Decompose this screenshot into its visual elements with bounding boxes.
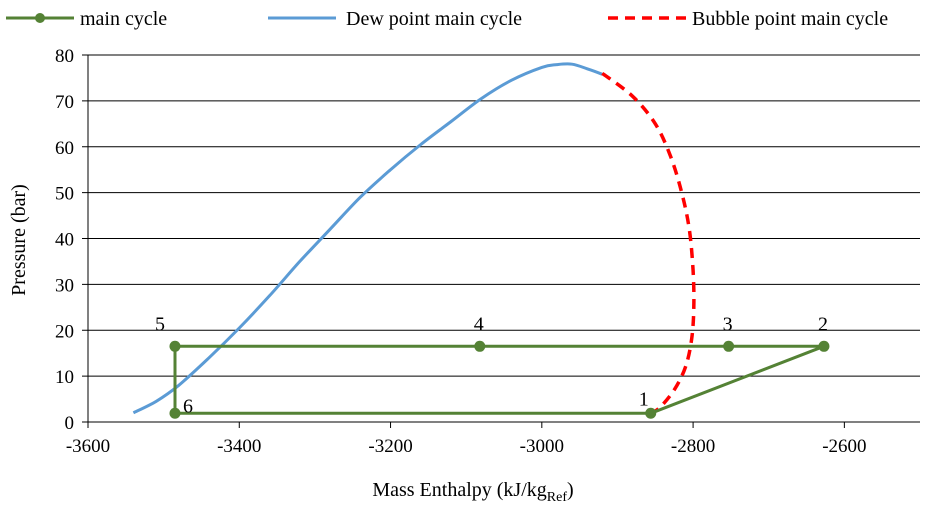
tick-labels: 0 10 20 30 40 50 60 70 80 -3600 -3400 -3200 -3000 -28… xyxy=(55,46,867,457)
y-tick-label: 80 xyxy=(55,46,74,67)
series-line-2 xyxy=(601,71,696,417)
point-label-1: 1 xyxy=(639,388,649,410)
x-tick-label: -3400 xyxy=(217,436,261,457)
legend-label-bubble-point: Bubble point main cycle xyxy=(692,8,888,30)
x-tick-label: -3200 xyxy=(368,436,412,457)
point-label-5: 5 xyxy=(155,313,165,335)
series-line-1 xyxy=(132,62,603,415)
x-tick-label: -2800 xyxy=(671,436,715,457)
legend-item-main-cycle: main cycle xyxy=(6,8,167,30)
legend: main cycle Dew point main cycle Bubble p… xyxy=(6,8,888,30)
x-tick-label: -3000 xyxy=(520,436,564,457)
legend-marker-main-cycle xyxy=(35,13,45,23)
x-axis-title-subscript: Ref xyxy=(547,490,568,505)
point-label-3: 3 xyxy=(723,313,733,335)
point-labels: 1 2 3 4 5 6 xyxy=(155,313,828,417)
y-tick-label: 40 xyxy=(55,230,74,251)
x-tick-label: -2600 xyxy=(822,436,866,457)
legend-item-dew-point: Dew point main cycle xyxy=(268,8,522,30)
data-point-marker xyxy=(723,340,735,352)
data-point-marker xyxy=(474,340,486,352)
grid-lines xyxy=(88,54,920,377)
y-tick-label: 70 xyxy=(55,92,74,113)
y-tick-label: 20 xyxy=(55,321,74,342)
data-point-marker xyxy=(169,407,181,419)
legend-label-dew-point: Dew point main cycle xyxy=(346,8,522,30)
point-label-6: 6 xyxy=(183,395,193,417)
x-tick-label: -3600 xyxy=(66,436,110,457)
y-tick-label: 0 xyxy=(65,413,75,434)
data-point-marker xyxy=(645,407,657,419)
series-line-0 xyxy=(173,344,826,415)
x-axis-title-end: ) xyxy=(567,479,574,501)
y-axis-title: Pressure (bar) xyxy=(8,184,30,296)
series xyxy=(132,62,830,419)
point-label-2: 2 xyxy=(818,313,828,335)
y-tick-label: 10 xyxy=(55,367,74,388)
data-point-marker xyxy=(169,340,181,352)
data-point-marker xyxy=(818,340,830,352)
y-tick-label: 50 xyxy=(55,184,74,205)
y-tick-label: 60 xyxy=(55,138,74,159)
point-label-4: 4 xyxy=(474,313,484,335)
legend-label-main-cycle: main cycle xyxy=(80,8,167,30)
x-axis-title-main: Mass Enthalpy (kJ/kg xyxy=(372,479,546,501)
y-tick-label: 30 xyxy=(55,275,74,296)
x-axis-title: Mass Enthalpy (kJ/kgRef) xyxy=(372,479,573,505)
axes xyxy=(82,54,920,428)
legend-item-bubble-point: Bubble point main cycle xyxy=(608,8,888,30)
